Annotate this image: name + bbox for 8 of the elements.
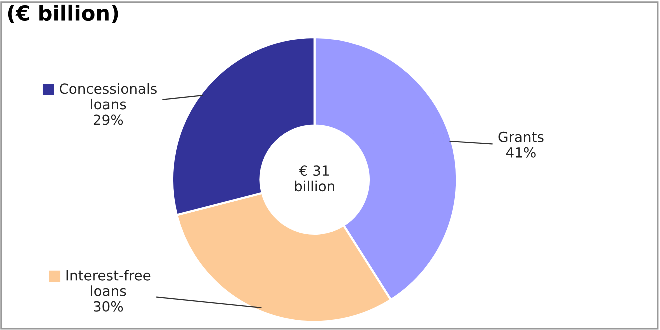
data-label: 41% (506, 147, 536, 158)
legend-label: Concessionals loans (60, 83, 157, 110)
text: € 31 billion (295, 166, 334, 192)
slice-label: Grants (498, 132, 544, 142)
data-label: 30% (94, 301, 124, 312)
chart-title: (€ billion) (8, 4, 118, 24)
legend-label: Interest-free loans (66, 270, 151, 296)
data-label: 29% (94, 114, 124, 126)
